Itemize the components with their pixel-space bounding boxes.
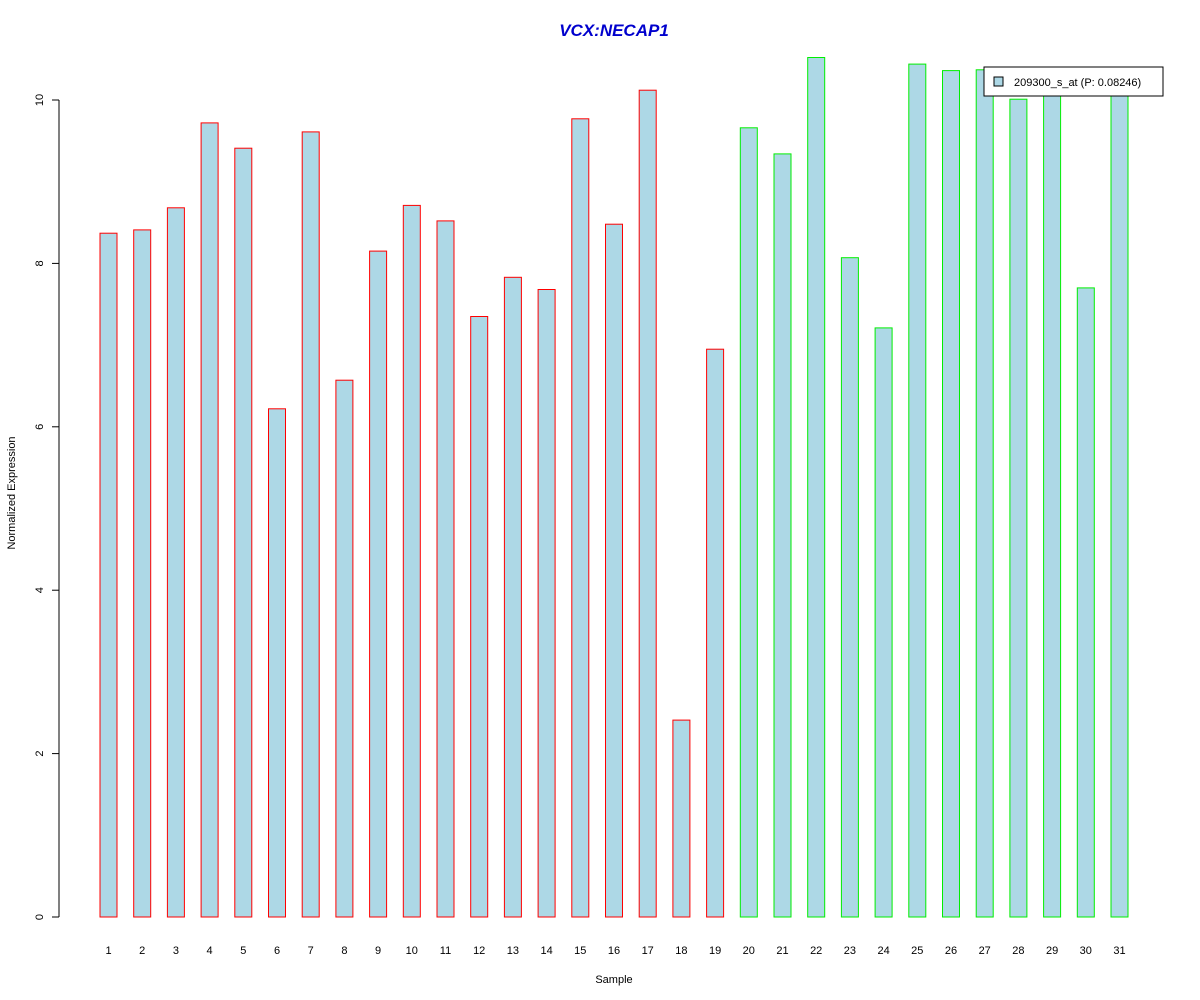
- bar-sample-19: [706, 348, 725, 918]
- bar-sample-16: [605, 223, 623, 918]
- bar-sample-25: [908, 63, 927, 918]
- bar-sample-24: [874, 327, 893, 918]
- y-axis-label: Normalized Expression: [6, 436, 18, 549]
- x-tick-label: 12: [473, 945, 485, 957]
- bar-sample-9: [369, 250, 388, 918]
- x-tick-label: 15: [574, 945, 586, 957]
- bar-sample-30: [1076, 287, 1095, 918]
- y-tick-label: 8: [34, 260, 46, 266]
- bar-sample-29: [1043, 86, 1062, 918]
- bar-sample-7: [301, 131, 320, 918]
- bar-sample-21: [773, 153, 792, 918]
- bar-sample-23: [840, 257, 859, 918]
- bar-sample-10: [402, 204, 421, 918]
- y-tick-label: 6: [34, 424, 46, 430]
- x-tick-label: 19: [709, 945, 721, 957]
- legend: 209300_s_at (P: 0.08246): [983, 66, 1164, 97]
- y-tick-label: 4: [34, 587, 46, 593]
- x-tick-label: 24: [877, 945, 889, 957]
- x-tick-label: 9: [375, 945, 381, 957]
- x-tick-label: 26: [945, 945, 957, 957]
- bar-sample-26: [942, 70, 960, 918]
- bar-sample-13: [503, 276, 522, 918]
- bar-sample-5: [234, 147, 253, 918]
- x-tick-label: 5: [240, 945, 246, 957]
- y-axis: 0 2 4 6 8 10: [34, 94, 60, 920]
- x-tick-label: 4: [207, 945, 213, 957]
- x-tick-label: 20: [743, 945, 755, 957]
- y-tick-label: 2: [34, 751, 46, 757]
- x-tick-label: 23: [844, 945, 856, 957]
- x-tick-label: 22: [810, 945, 822, 957]
- bar-sample-8: [335, 379, 354, 918]
- bar-sample-2: [133, 229, 152, 918]
- bar-sample-28: [1009, 98, 1028, 918]
- x-tick-label: 29: [1046, 945, 1058, 957]
- x-tick-labels: 1 2 3 4 5 6 7 8 9 10 11 12 13 14 15 16 17 18 19 20 21 22 23 24 2…: [105, 945, 1125, 957]
- legend-swatch: [993, 76, 1004, 87]
- bar-sample-31: [1110, 85, 1129, 918]
- bar-sample-12: [470, 316, 489, 918]
- x-tick-label: 25: [911, 945, 923, 957]
- bar-sample-1: [99, 232, 118, 918]
- bar-sample-4: [200, 122, 219, 918]
- x-axis-label: Sample: [595, 974, 632, 986]
- x-tick-label: 31: [1113, 945, 1125, 957]
- chart-title: VCX:NECAP1: [559, 21, 669, 40]
- x-tick-label: 30: [1080, 945, 1092, 957]
- legend-box: [983, 66, 1164, 97]
- x-tick-label: 27: [979, 945, 991, 957]
- x-tick-label: 8: [341, 945, 347, 957]
- bar-sample-11: [436, 220, 455, 918]
- bar-sample-15: [571, 118, 590, 918]
- bar-sample-17: [638, 89, 657, 918]
- x-tick-label: 28: [1012, 945, 1024, 957]
- x-tick-label: 13: [507, 945, 519, 957]
- x-tick-label: 1: [105, 945, 111, 957]
- x-tick-label: 3: [173, 945, 179, 957]
- x-tick-label: 21: [776, 945, 788, 957]
- x-tick-label: 17: [642, 945, 654, 957]
- x-tick-label: 14: [540, 945, 552, 957]
- bar-sample-27: [975, 69, 994, 918]
- y-tick-label: 10: [34, 94, 46, 106]
- x-tick-label: 18: [675, 945, 687, 957]
- x-tick-label: 7: [308, 945, 314, 957]
- legend-series-label: 209300_s_at (P: 0.08246): [1014, 77, 1141, 89]
- bar-sample-20: [739, 127, 758, 918]
- x-tick-label: 16: [608, 945, 620, 957]
- y-tick-label: 0: [34, 914, 46, 920]
- bar-sample-22: [807, 57, 826, 918]
- x-tick-label: 11: [440, 945, 451, 957]
- bar-sample-6: [268, 408, 286, 918]
- bar-sample-14: [537, 289, 556, 918]
- x-tick-label: 2: [139, 945, 145, 957]
- x-tick-label: 6: [274, 945, 280, 957]
- bars-group: [99, 57, 1129, 918]
- x-tick-label: 10: [406, 945, 418, 957]
- bar-sample-18: [672, 719, 691, 918]
- bar-sample-3: [166, 207, 185, 918]
